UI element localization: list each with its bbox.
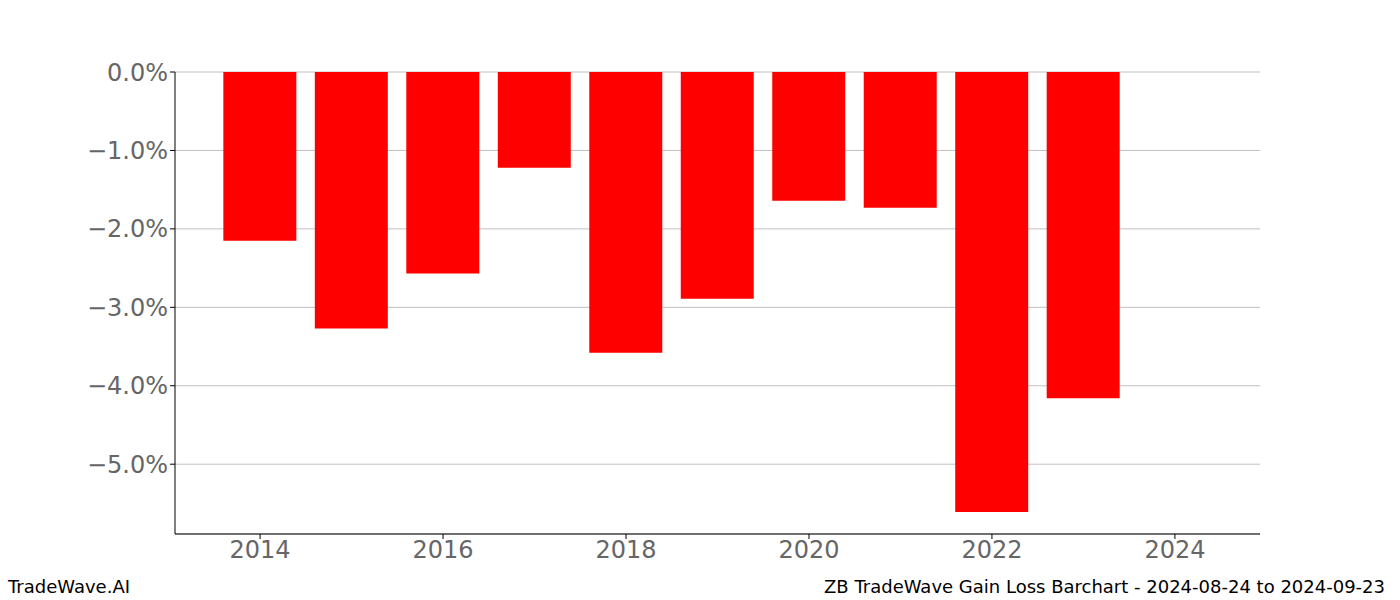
svg-text:2020: 2020	[778, 536, 839, 564]
svg-text:0.0%: 0.0%	[107, 59, 168, 87]
svg-text:2022: 2022	[961, 536, 1022, 564]
svg-text:−5.0%: −5.0%	[87, 451, 168, 479]
svg-text:2016: 2016	[413, 536, 474, 564]
html-text:ZB TradeWave Gain Loss Barchar: ZB TradeWave Gain Loss Barchart - 2024-0…	[824, 576, 1385, 597]
svg-text:−4.0%: −4.0%	[87, 372, 168, 400]
svg-text:2018: 2018	[595, 536, 656, 564]
svg-text:−3.0%: −3.0%	[87, 294, 168, 322]
html-text:TradeWave.AI: TradeWave.AI	[8, 576, 130, 597]
svg-text:−1.0%: −1.0%	[87, 137, 168, 165]
svg-text:−2.0%: −2.0%	[87, 215, 168, 243]
svg-text:2014: 2014	[230, 536, 291, 564]
svg-text:2024: 2024	[1144, 536, 1205, 564]
